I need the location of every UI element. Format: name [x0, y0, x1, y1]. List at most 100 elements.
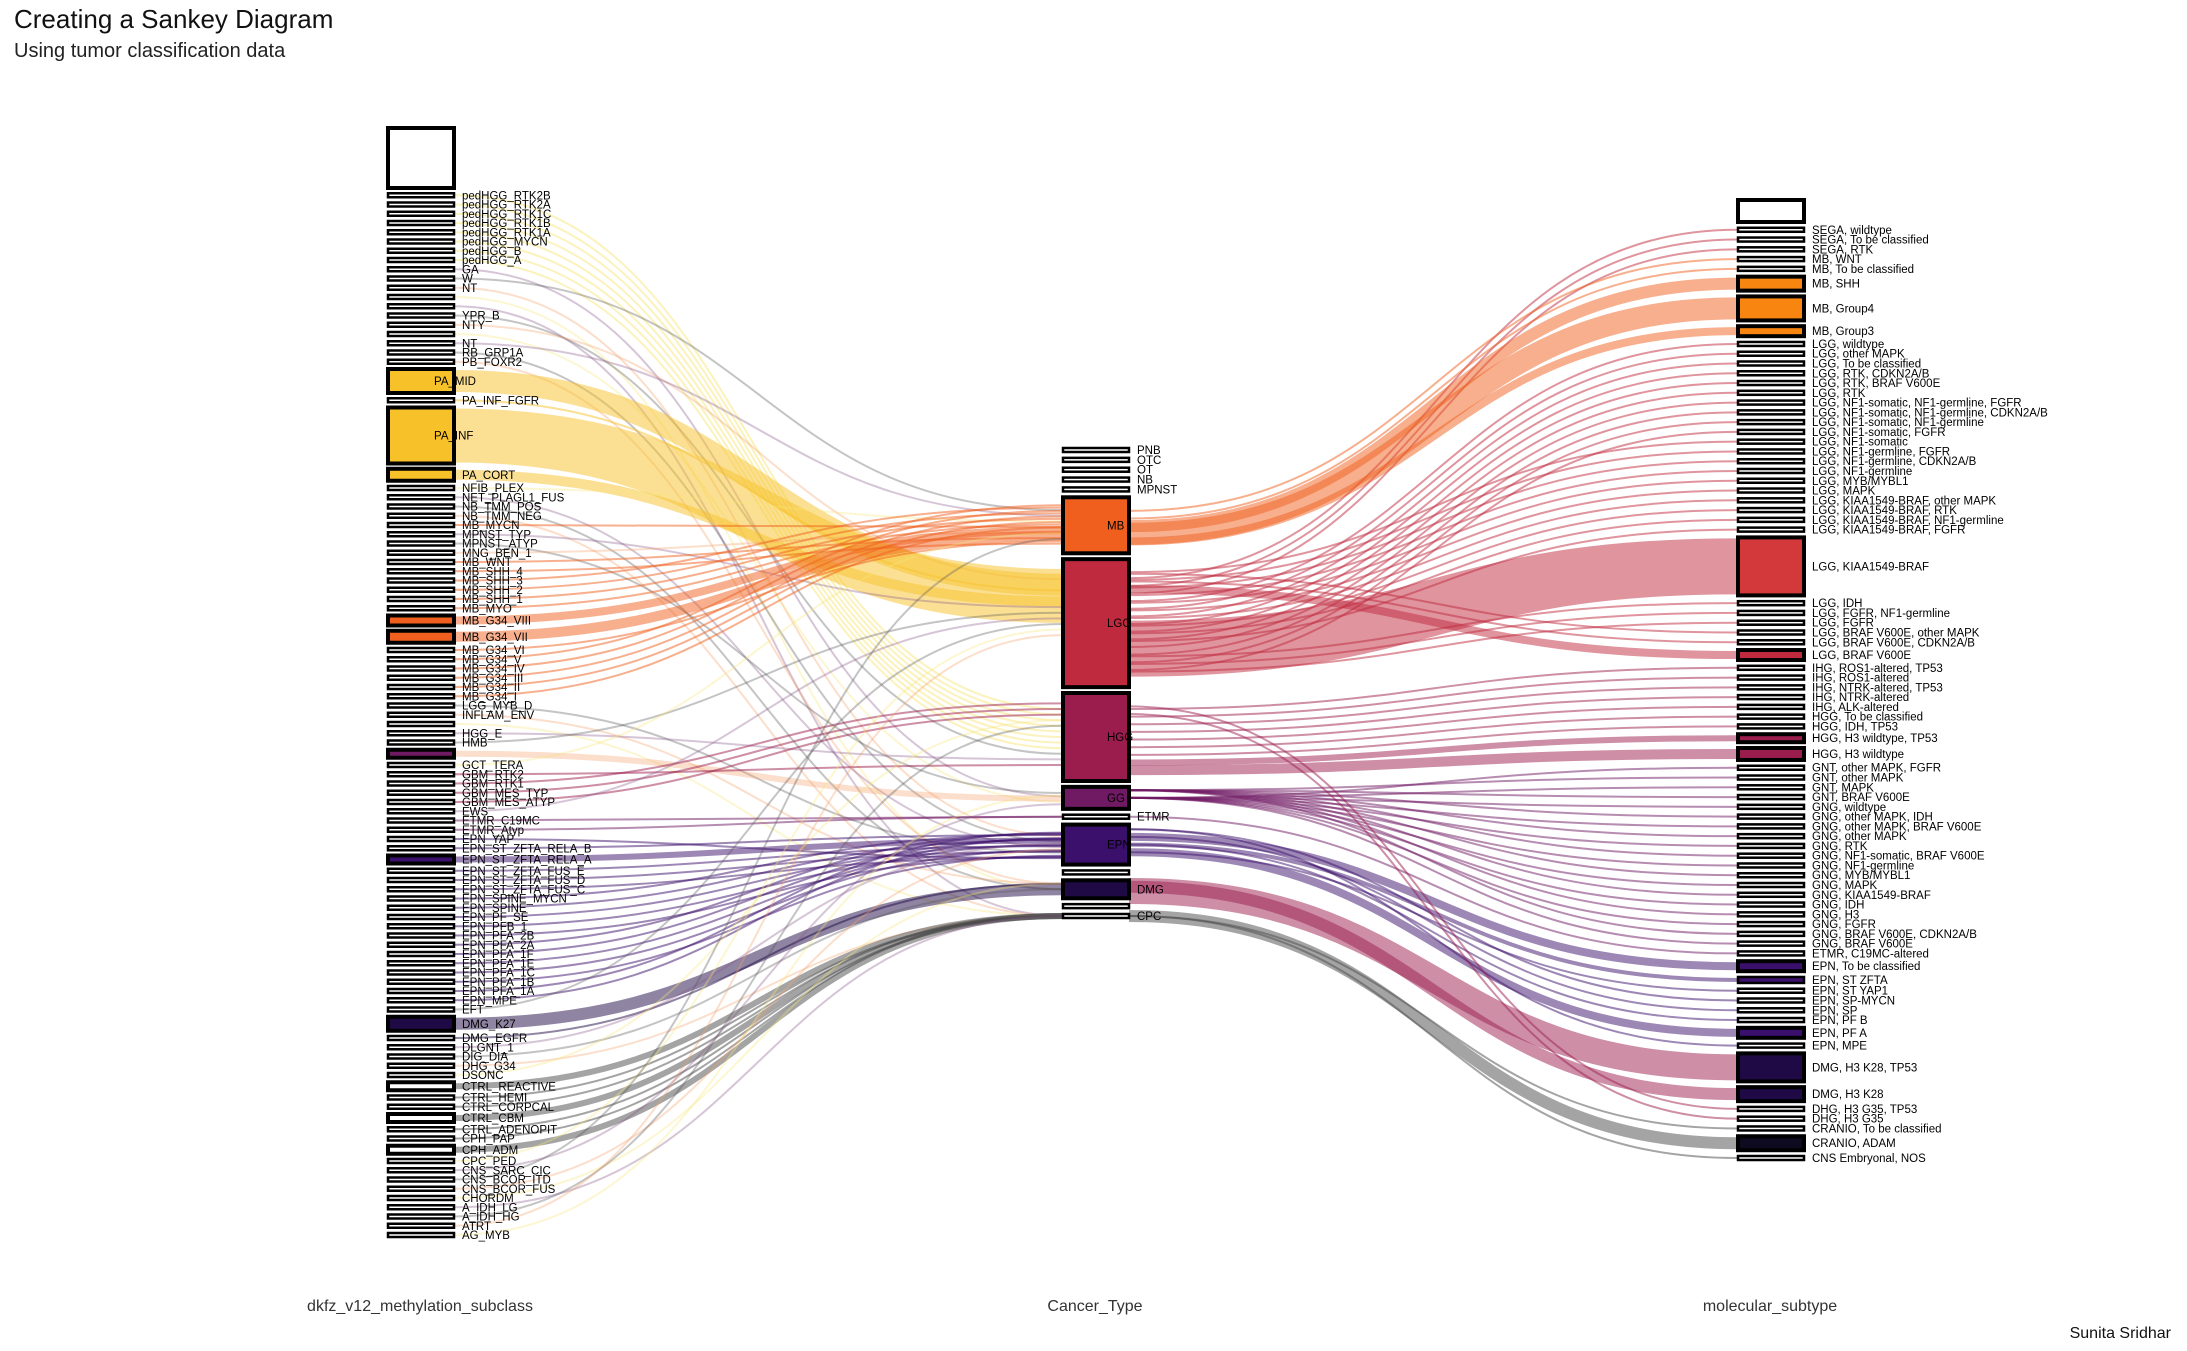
sankey-node-c2-55	[1736, 862, 1806, 869]
sankey-node-c2-78	[1736, 1134, 1806, 1153]
flow-r-72	[1128, 828, 1739, 1047]
sankey-node-c0-45	[386, 693, 456, 700]
sankey-node-c2-73	[1736, 1051, 1806, 1084]
sankey-node-c0-79	[386, 1014, 456, 1033]
sankey-node-c2-63	[1736, 940, 1806, 947]
flow-l-36	[453, 517, 1064, 600]
sankey-node-c1-13	[1061, 902, 1131, 910]
flow-r-12	[1128, 372, 1739, 625]
sankey-node-c0-93	[386, 1167, 456, 1174]
sankey-node-c2-38	[1736, 684, 1806, 691]
sankey-node-c0-67	[386, 904, 456, 911]
node-label-c0-6: pedHGG_MYCN	[462, 237, 548, 249]
sankey-node-c2-11	[1736, 360, 1806, 367]
sankey-node-c0-25	[386, 494, 456, 501]
sankey-node-c2-48	[1736, 793, 1806, 801]
sankey-node-c2-62	[1736, 930, 1806, 938]
sankey-node-c0-18	[386, 349, 456, 356]
flow-r-51	[1128, 796, 1739, 828]
flow-l-2	[453, 203, 1064, 716]
node-label-c0-89: CTRL_ADENOPIT	[462, 1124, 557, 1136]
node-label-c0-26: NB_TMM_POS	[462, 502, 542, 514]
sankey-node-c2-22	[1736, 467, 1806, 475]
sankey-node-c2-31	[1736, 609, 1806, 617]
node-label-c2-77: CRANIO, To be classified	[1812, 1123, 1942, 1135]
sankey-node-c2-26	[1736, 506, 1806, 514]
node-label-c2-56: GNG, MYB/MYBL1	[1812, 870, 1910, 882]
flow-r-62	[1128, 789, 1739, 935]
node-label-c2-7: MB, Group4	[1812, 303, 1875, 315]
sankey-node-c2-15	[1736, 399, 1806, 406]
node-label-c2-31: LGG, FGFR, NF1-germline	[1812, 608, 1950, 620]
flow-r-56	[1128, 789, 1739, 877]
sankey-node-c2-53	[1736, 842, 1806, 850]
sankey-node-c2-20	[1736, 448, 1806, 455]
sankey-flows	[453, 194, 1739, 1236]
sankey-node-c2-52	[1736, 832, 1806, 840]
node-label-c2-27: LGG, KIAA1549-BRAF, NF1-germline	[1812, 515, 2004, 527]
node-label-c2-73: DMG, H3 K28, TP53	[1812, 1062, 1917, 1074]
node-label-c0-65: EPN_ST_ZFTA_FUS_C	[462, 884, 585, 896]
sankey-node-c0-23	[386, 466, 456, 483]
node-label-c0-17: NT	[462, 338, 477, 350]
flow-l-25	[453, 496, 1064, 848]
node-label-c0-45: MB_G34_I	[462, 691, 517, 703]
node-label-c0-14: YPR_B	[462, 311, 500, 323]
flow-r-76	[1128, 713, 1739, 1120]
node-label-c2-71: EPN, PF A	[1812, 1028, 1867, 1040]
sankey-node-c0-68	[386, 913, 456, 921]
node-label-c0-36: MB_SHH_1	[462, 594, 523, 606]
flow-r-64	[1128, 815, 1739, 955]
sankey-node-c0-100	[386, 1231, 456, 1239]
sankey-node-c2-30	[1736, 599, 1806, 607]
sankey-node-c2-41	[1736, 713, 1806, 720]
node-label-c2-19: LGG, NF1-somatic	[1812, 437, 1908, 449]
flow-r-55	[1128, 796, 1739, 867]
flow-r-36	[1128, 666, 1739, 710]
flow-l-57	[453, 617, 1064, 813]
node-label-c2-54: GNG, NF1-somatic, BRAF V600E	[1812, 851, 1985, 863]
axis-label-subclass: dkfz_v12_methylation_subclass	[307, 1298, 533, 1315]
sankey-node-c0-60	[386, 835, 456, 843]
node-label-c0-1: pedHGG_RTK2B	[462, 190, 551, 202]
node-label-c2-14: LGG, RTK	[1812, 388, 1866, 400]
sankey-node-c0-61	[386, 845, 456, 852]
flow-l-84	[453, 719, 1064, 1076]
node-label-c0-58: ETMR_C19MC	[462, 816, 540, 828]
sankey-node-c0-41	[386, 656, 456, 663]
sankey-node-c2-16	[1736, 409, 1806, 416]
flow-r-40	[1128, 705, 1739, 741]
sankey-node-c0-88	[386, 1112, 456, 1124]
sankey-node-c2-6	[1736, 274, 1806, 293]
node-label-c1-5: MB	[1107, 520, 1125, 532]
sankey-node-c0-74	[386, 969, 456, 976]
node-label-c1-0: PNB	[1137, 445, 1161, 457]
node-label-c2-48: GNT, BRAF V600E	[1812, 792, 1910, 804]
sankey-node-c2-8	[1736, 324, 1806, 339]
sankey-node-c0-89	[386, 1126, 456, 1133]
node-label-c0-85: CTRL_REACTIVE	[462, 1081, 556, 1093]
node-label-c0-5: pedHGG_RTK1A	[462, 227, 551, 239]
sankey-node-c0-28	[386, 521, 456, 529]
node-label-c0-35: MB_SHH_2	[462, 585, 523, 597]
node-label-c0-24: NFIB_PLEX	[462, 483, 524, 495]
sankey-node-c0-66	[386, 895, 456, 902]
node-label-c2-21: LGG, NF1-germline, CDKN2A/B	[1812, 456, 1977, 468]
sankey-node-c2-2	[1736, 236, 1806, 243]
sankey-node-c2-19	[1736, 438, 1806, 445]
node-label-c0-90: CPH_PAP	[462, 1134, 515, 1146]
sankey-node-c0-69	[386, 923, 456, 930]
flow-r-53	[1128, 796, 1739, 847]
sankey-node-c0-42	[386, 665, 456, 672]
node-label-c1-14: CPC	[1137, 911, 1161, 923]
flow-l-68	[453, 844, 1064, 918]
sankey-node-c0-86	[386, 1094, 456, 1101]
node-label-c2-5: MB, To be classified	[1812, 264, 1914, 276]
node-label-c0-93: CNS_SARC_CIC	[462, 1165, 551, 1177]
flow-r-71	[1128, 848, 1739, 1037]
flow-r-21	[1128, 460, 1739, 589]
flow-l-61	[453, 833, 1064, 850]
node-label-c2-20: LGG, NF1-germline, FGFR	[1812, 446, 1950, 458]
node-label-c0-81: DLGNT_1	[462, 1042, 514, 1054]
sankey-node-c0-17	[386, 340, 456, 347]
